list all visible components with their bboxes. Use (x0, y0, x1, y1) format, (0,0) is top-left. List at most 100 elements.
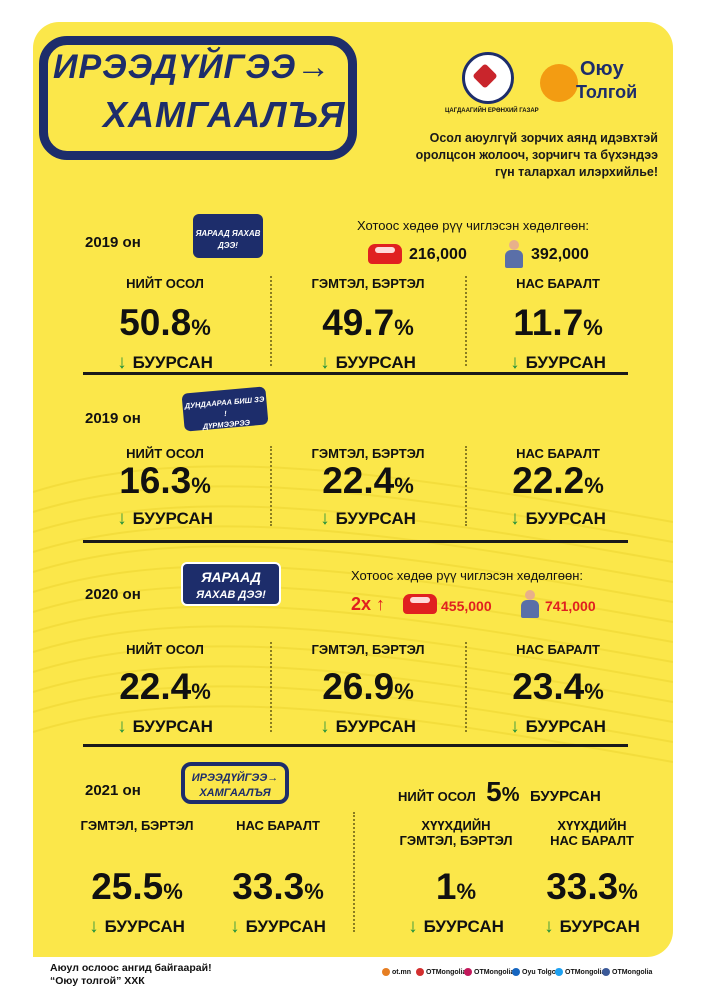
stat-label: НАС БАРАЛТ (516, 642, 600, 657)
social-link-linkedin[interactable]: Oyu Tolgoi (512, 968, 558, 976)
social-link-twitter[interactable]: OTMongolia (555, 968, 605, 976)
stat-injuries: ГЭМТЭЛ, БЭРТЭЛ 22.4% ↓ БУУРСАН (283, 446, 453, 530)
down-arrow-icon: ↓ (320, 716, 330, 737)
down-arrow-icon: ↓ (510, 352, 520, 373)
police-logo: ЦАГДААГИЙН ЕРӨНХИЙ ГАЗАР (445, 52, 539, 114)
wave-pattern (33, 465, 673, 763)
stat-injuries: ГЭМТЭЛ, БЭРТЭЛ 26.9% ↓ БУУРСАН (283, 642, 453, 738)
police-badge-icon (462, 52, 514, 104)
campaign-logo: ИРЭЭДҮЙГЭЭ→ ХАМГААЛЪЯ (33, 36, 363, 164)
stat-change: БУУРСАН (530, 788, 601, 805)
stat-value: 33.3% (546, 866, 638, 907)
divider (270, 446, 272, 526)
divider (270, 642, 272, 732)
up-arrow-icon: ↑ (376, 594, 386, 614)
stat-value: 16.3% (119, 460, 211, 501)
stat-change: ↓ БУУРСАН (230, 916, 326, 937)
down-arrow-icon: ↓ (544, 916, 554, 937)
social-link-instagram[interactable]: OTMongolia (464, 968, 514, 976)
thanks-line: гүн талархал илэрхийлье! (495, 165, 658, 179)
stat-value: 22.2% (512, 460, 604, 501)
down-arrow-icon: ↓ (510, 716, 520, 737)
traffic-label: Хотоос хөдөө рүү чиглэсэн хөдөлгөөн: (351, 568, 583, 583)
divider (353, 812, 355, 932)
traffic-label: Хотоос хөдөө рүү чиглэсэн хөдөлгөөн: (357, 218, 589, 233)
stat-label: НАС БАРАЛТ (516, 446, 600, 461)
stat-change: ↓ БУУРСАН (510, 716, 606, 737)
stat-total-accidents: НИЙТ ОСОЛ 50.8% ↓ БУУРСАН (85, 276, 245, 374)
cars-count: 216,000 (409, 246, 467, 263)
stat-child-deaths: ХҮҮХДИЙН НАС БАРАЛТ 33.3% ↓ БУУРСАН (527, 818, 657, 938)
stat-label: ГЭМТЭЛ, БЭРТЭЛ (311, 276, 425, 291)
down-arrow-icon: ↓ (510, 508, 520, 529)
car-icon (368, 244, 402, 264)
campaign-badge: ЯАРААД ЯАХАВ ДЭЭ! (193, 214, 263, 258)
social-link-website[interactable]: ot.mn (382, 968, 411, 976)
car-icon (403, 594, 437, 614)
traffic-multiplier: 2x ↑ (351, 594, 386, 614)
divider (465, 276, 467, 366)
social-link-youtube[interactable]: OTMongolia (416, 968, 466, 976)
people-count: 392,000 (531, 246, 589, 263)
oyu-tolgoi-line1: Оюу (580, 58, 624, 80)
oyu-tolgoi-emblem-icon (540, 64, 578, 102)
stat-deaths: НАС БАРАЛТ 11.7% ↓ БУУРСАН (478, 276, 638, 374)
down-arrow-icon: ↓ (89, 916, 99, 937)
stat-label: НАС БАРАЛТ (550, 833, 634, 848)
stat-value: 23.4% (512, 666, 604, 707)
thanks-line: Осол аюулгүй зорчих аянд идэвхтэй (429, 131, 658, 145)
campaign-badge-text: ИРЭЭДҮЙГЭЭ→ (191, 772, 279, 784)
stat-label: ХҮҮХДИЙН (421, 818, 491, 833)
stat-label: НАС БАРАЛТ (516, 276, 600, 291)
stat-injuries: ГЭМТЭЛ, БЭРТЭЛ 49.7% ↓ БУУРСАН (283, 276, 453, 374)
campaign-logo-line2: ХАМГААЛЪЯ (103, 94, 346, 135)
footer-text: Аюул ослоос ангид байгаарай! “Оюу толгой… (50, 962, 212, 988)
stat-label: ГЭМТЭЛ, БЭРТЭЛ (311, 446, 425, 461)
stat-label: НИЙТ ОСОЛ (126, 642, 204, 657)
stat-deaths: НАС БАРАЛТ 23.4% ↓ БУУРСАН (478, 642, 638, 738)
cars-count: 455,000 (441, 598, 492, 614)
stat-injuries: ГЭМТЭЛ, БЭРТЭЛ 25.5% ↓ БУУРСАН (67, 818, 207, 938)
social-link-facebook[interactable]: OTMongolia (602, 968, 652, 976)
stat-change: ↓ БУУРСАН (408, 916, 504, 937)
stat-value: 33.3% (232, 866, 324, 907)
stat-change: ↓ БУУРСАН (544, 916, 640, 937)
campaign-badge: ИРЭЭДҮЙГЭЭ→ ХАМГААЛЪЯ (181, 762, 289, 804)
divider (465, 642, 467, 732)
stat-change: ↓ БУУРСАН (510, 352, 606, 373)
stat-total-accidents: НИЙТ ОСОЛ 22.4% ↓ БУУРСАН (85, 642, 245, 738)
thanks-message: Осол аюулгүй зорчих аянд идэвхтэй оролцс… (363, 130, 658, 181)
instagram-icon (464, 968, 472, 976)
campaign-badge-text: ЯАРААД (201, 569, 261, 585)
family-icon (503, 240, 525, 268)
stat-label: НИЙТ ОСОЛ (126, 276, 204, 291)
stat-total-accidents: НИЙТ ОСОЛ 16.3% ↓ БУУРСАН (85, 446, 245, 530)
police-caption: ЦАГДААГИЙН ЕРӨНХИЙ ГАЗАР (445, 108, 539, 114)
section-year: 2020 он (85, 586, 141, 603)
stat-label: ХҮҮХДИЙН (557, 818, 627, 833)
stat-label: ГЭМТЭЛ, БЭРТЭЛ (80, 818, 194, 833)
stat-value: 22.4% (119, 666, 211, 707)
stat-label: ГЭМТЭЛ, БЭРТЭЛ (311, 642, 425, 657)
stat-value: 49.7% (322, 302, 414, 343)
section-year: 2021 он (85, 782, 141, 799)
stat-value: 1% (435, 866, 477, 907)
stat-change: ↓ БУУРСАН (117, 352, 213, 373)
stat-label: НАС БАРАЛТ (236, 818, 320, 833)
stat-label: НИЙТ ОСОЛ (398, 789, 476, 804)
people-count: 741,000 (545, 598, 596, 614)
stat-child-injuries: ХҮҮХДИЙН ГЭМТЭЛ, БЭРТЭЛ 1% ↓ БУУРСАН (391, 818, 521, 938)
family-icon (519, 590, 541, 618)
footer-line: Аюул ослоос ангид байгаарай! (50, 962, 212, 974)
divider (465, 446, 467, 526)
stat-change: ↓ БУУРСАН (117, 508, 213, 529)
campaign-badge-text: ЯАХАВ ДЭЭ! (196, 589, 266, 601)
section-year: 2019 он (85, 410, 141, 427)
campaign-logo-line1: ИРЭЭДҮЙГЭЭ→ (53, 48, 332, 86)
facebook-icon (602, 968, 610, 976)
section-rule (83, 744, 628, 747)
section-year: 2019 он (85, 234, 141, 251)
divider (270, 276, 272, 366)
oyu-tolgoi-line2: Толгой (576, 82, 638, 102)
total-accidents-2021: НИЙТ ОСОЛ 5% БУУРСАН (398, 776, 601, 808)
